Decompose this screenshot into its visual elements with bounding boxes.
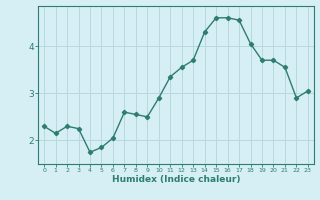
- X-axis label: Humidex (Indice chaleur): Humidex (Indice chaleur): [112, 175, 240, 184]
